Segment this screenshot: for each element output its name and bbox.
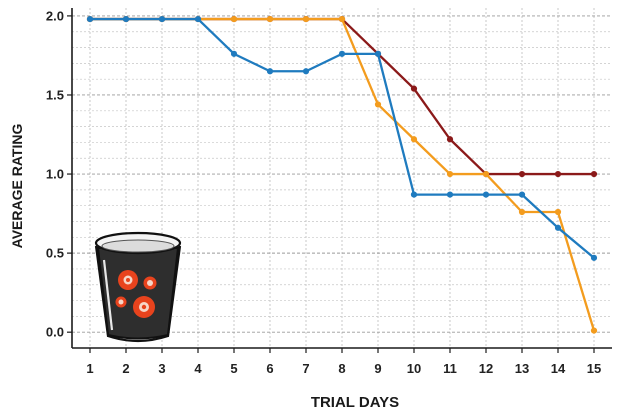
- data-point: [519, 209, 525, 215]
- data-point: [375, 51, 381, 57]
- x-tick-label: 8: [338, 361, 345, 376]
- data-point: [303, 16, 309, 22]
- data-point: [231, 51, 237, 57]
- y-axis-ticks: 0.0 0.5 1.0 1.5 2.0: [46, 8, 72, 339]
- data-point: [447, 192, 453, 198]
- data-point: [555, 171, 561, 177]
- x-tick-label: 1: [86, 361, 93, 376]
- data-point: [591, 255, 597, 261]
- data-point: [519, 171, 525, 177]
- cup-rim-inner: [102, 240, 174, 252]
- data-point: [87, 16, 93, 22]
- data-point: [159, 16, 165, 22]
- data-point: [483, 171, 489, 177]
- data-point: [195, 16, 201, 22]
- flower-icon: [133, 296, 155, 318]
- x-tick-label: 6: [266, 361, 273, 376]
- data-point: [591, 171, 597, 177]
- data-point: [339, 51, 345, 57]
- y-tick-label: 1.5: [46, 87, 64, 102]
- x-tick-label: 11: [443, 361, 457, 376]
- data-point: [339, 16, 345, 22]
- data-point: [519, 192, 525, 198]
- x-tick-label: 2: [122, 361, 129, 376]
- x-tick-label: 13: [515, 361, 529, 376]
- data-point: [591, 328, 597, 334]
- data-point: [447, 171, 453, 177]
- x-tick-label: 7: [302, 361, 309, 376]
- y-tick-label: 0.5: [46, 246, 64, 261]
- x-tick-label: 3: [158, 361, 165, 376]
- data-point: [411, 86, 417, 92]
- data-point: [123, 16, 129, 22]
- y-tick-label: 2.0: [46, 8, 64, 23]
- data-point: [267, 16, 273, 22]
- y-tick-label: 1.0: [46, 167, 64, 182]
- data-point: [555, 209, 561, 215]
- y-axis-label: AVERAGE RATING: [9, 124, 25, 249]
- x-tick-label: 4: [194, 361, 202, 376]
- data-point: [447, 136, 453, 142]
- x-tick-label: 12: [479, 361, 493, 376]
- flower-icon: [116, 297, 127, 308]
- data-point: [411, 136, 417, 142]
- x-tick-label: 5: [230, 361, 237, 376]
- data-point: [555, 225, 561, 231]
- x-tick-label: 9: [374, 361, 381, 376]
- data-point: [483, 192, 489, 198]
- y-tick-label: 0.0: [46, 325, 64, 340]
- data-point: [267, 68, 273, 74]
- data-point: [411, 192, 417, 198]
- data-point: [375, 101, 381, 107]
- x-axis-label: TRIAL DAYS: [311, 394, 399, 411]
- cup-illustration: [96, 233, 180, 341]
- cup-body: [98, 248, 178, 339]
- x-axis-ticks: 1 2 3 4 5 6 7 8 9 10 11 12 13 14 15: [86, 348, 601, 376]
- x-tick-label: 14: [551, 361, 566, 376]
- flower-icon: [144, 277, 157, 290]
- x-tick-label: 15: [587, 361, 601, 376]
- data-point: [231, 16, 237, 22]
- data-point: [303, 68, 309, 74]
- flower-icon: [118, 270, 138, 290]
- x-tick-label: 10: [407, 361, 421, 376]
